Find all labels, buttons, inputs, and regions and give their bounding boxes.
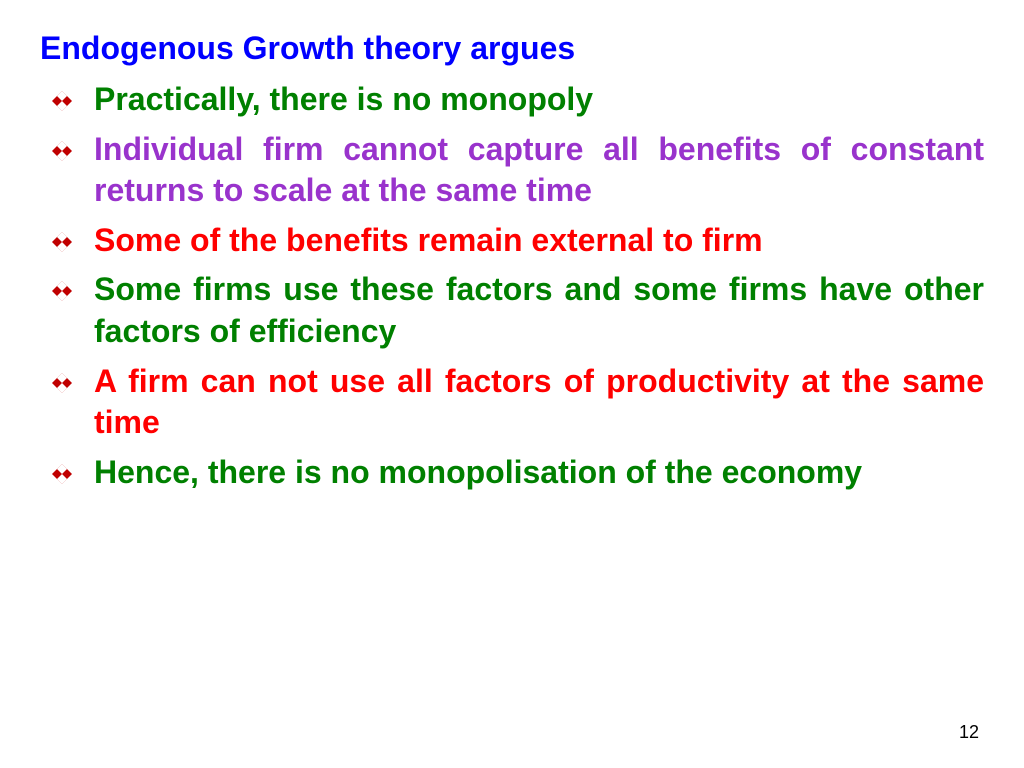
bullet-item: Individual firm cannot capture all benef… xyxy=(40,129,984,212)
bullet-list: Practically, there is no monopoly Indivi… xyxy=(40,79,984,493)
bullet-item: Hence, there is no monopolisation of the… xyxy=(40,452,984,494)
diamond-bullet-icon xyxy=(50,279,74,303)
page-number: 12 xyxy=(959,722,979,743)
diamond-bullet-icon xyxy=(50,89,74,113)
diamond-bullet-icon xyxy=(50,462,74,486)
bullet-item: Some of the benefits remain external to … xyxy=(40,220,984,262)
bullet-text: Some of the benefits remain external to … xyxy=(94,220,984,262)
bullet-text: Practically, there is no monopoly xyxy=(94,79,984,121)
bullet-item: Some firms use these factors and some fi… xyxy=(40,269,984,352)
diamond-bullet-icon xyxy=(50,139,74,163)
bullet-text: Some firms use these factors and some fi… xyxy=(94,269,984,352)
slide-title: Endogenous Growth theory argues xyxy=(40,30,984,67)
title-part1: Endogenous xyxy=(40,30,234,66)
bullet-text: A firm can not use all factors of produc… xyxy=(94,361,984,444)
bullet-item: A firm can not use all factors of produc… xyxy=(40,361,984,444)
diamond-bullet-icon xyxy=(50,371,74,395)
diamond-bullet-icon xyxy=(50,230,74,254)
bullet-text: Individual firm cannot capture all benef… xyxy=(94,129,984,212)
bullet-text: Hence, there is no monopolisation of the… xyxy=(94,452,984,494)
bullet-item: Practically, there is no monopoly xyxy=(40,79,984,121)
title-part2: Growth theory argues xyxy=(234,30,575,66)
